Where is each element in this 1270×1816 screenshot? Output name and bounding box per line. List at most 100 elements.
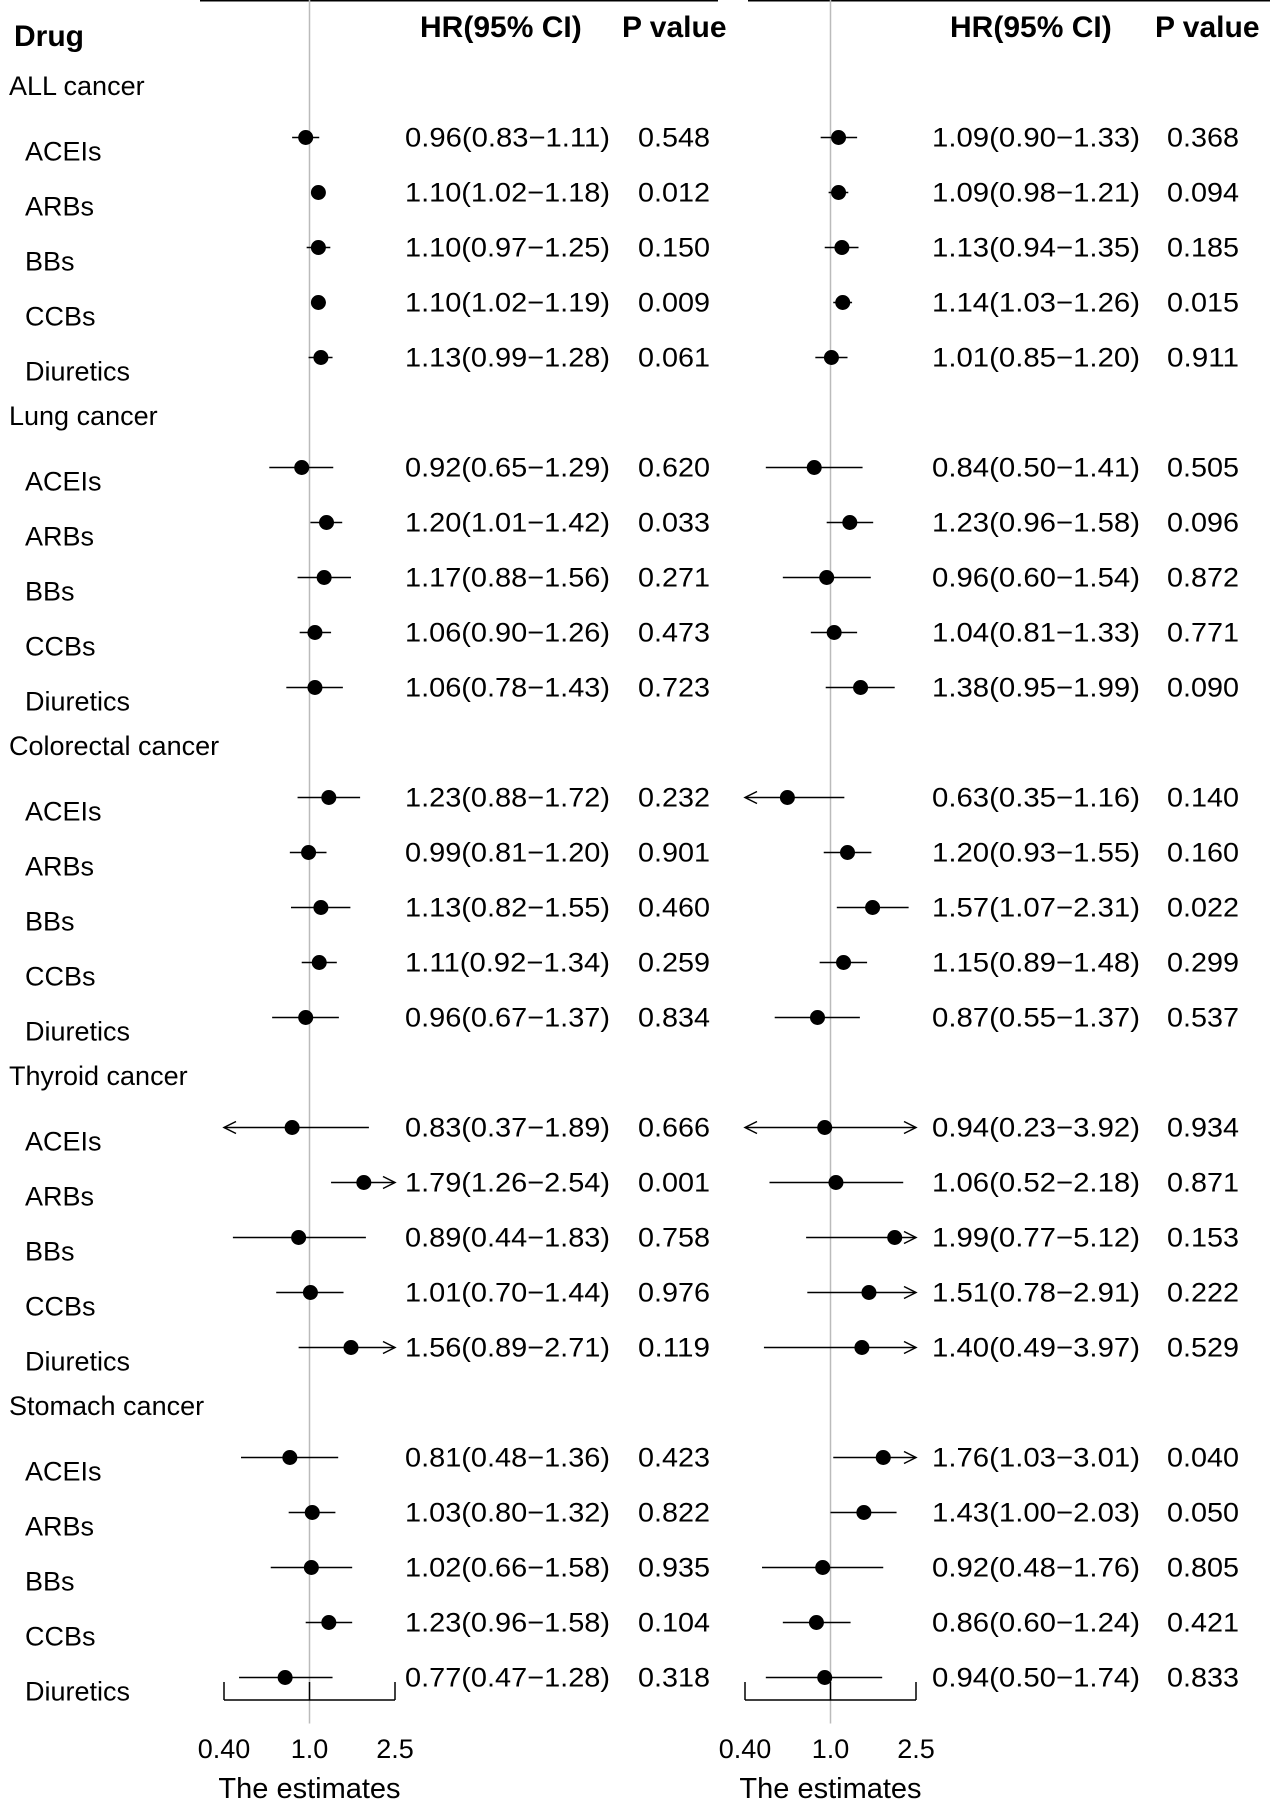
forest-row: Diuretics 0.96(0.67−1.37) 0.834 0.87(0.55−1… bbox=[25, 1003, 1239, 1047]
hr-ci-label: 1.17(0.88−1.56) bbox=[405, 563, 610, 593]
hr-ci-label: 0.92(0.65−1.29) bbox=[405, 453, 610, 483]
p-value-label: 0.805 bbox=[1167, 1553, 1239, 1583]
forest-row: CCBs 1.23(0.96−1.58) 0.104 0.86(0.60−1.24) 0… bbox=[25, 1608, 1239, 1652]
p-value-label: 0.096 bbox=[1167, 508, 1239, 538]
drug-label: Diuretics bbox=[25, 1347, 130, 1377]
hr-point bbox=[298, 1010, 314, 1025]
hr-point bbox=[321, 790, 337, 805]
p-value-label: 0.299 bbox=[1167, 948, 1239, 978]
drug-label: CCBs bbox=[25, 632, 96, 662]
forest-row: ACEIs 1.23(0.88−1.72) 0.232 0.63(0.35−1.16)… bbox=[25, 783, 1239, 827]
ci-arrow-left bbox=[743, 790, 758, 805]
header-drug: Drug bbox=[14, 20, 84, 53]
hr-point bbox=[313, 350, 329, 365]
hr-point bbox=[321, 1615, 337, 1630]
hr-ci-label: 1.06(0.52−2.18) bbox=[932, 1168, 1140, 1198]
p-value-label: 0.976 bbox=[638, 1278, 710, 1308]
hr-point bbox=[277, 1670, 293, 1685]
hr-ci-label: 0.94(0.23−3.92) bbox=[932, 1113, 1140, 1143]
drug-label: CCBs bbox=[25, 302, 96, 332]
group-label: Colorectal cancer bbox=[9, 731, 219, 761]
header-hr-left: HR(95% CI) bbox=[420, 11, 582, 44]
forest-row: Diuretics 1.06(0.78−1.43) 0.723 1.38(0.95−1… bbox=[25, 673, 1239, 717]
group-label: ALL cancer bbox=[9, 71, 145, 101]
hr-point bbox=[319, 515, 335, 530]
x-axis-right: 0.40 1.0 2.5 The estimates bbox=[719, 1682, 935, 1805]
hr-ci-label: 0.92(0.48−1.76) bbox=[932, 1553, 1140, 1583]
p-value-label: 0.001 bbox=[638, 1168, 710, 1198]
hr-ci-label: 1.38(0.95−1.99) bbox=[932, 673, 1140, 703]
tick-label: 0.40 bbox=[198, 1734, 251, 1764]
p-value-label: 0.666 bbox=[638, 1113, 710, 1143]
hr-ci-label: 1.43(1.00−2.03) bbox=[932, 1498, 1140, 1528]
p-value-label: 0.150 bbox=[638, 233, 710, 263]
p-value-label: 0.050 bbox=[1167, 1498, 1239, 1528]
drug-label: CCBs bbox=[25, 1622, 96, 1652]
hr-point bbox=[826, 625, 842, 640]
hr-point bbox=[294, 460, 310, 475]
ci-arrow-right bbox=[903, 1285, 918, 1300]
drug-label: ARBs bbox=[25, 1512, 94, 1542]
hr-point bbox=[875, 1450, 891, 1465]
hr-point bbox=[836, 955, 852, 970]
hr-ci-label: 1.57(1.07−2.31) bbox=[932, 893, 1140, 923]
p-value-label: 0.033 bbox=[638, 508, 710, 538]
ci-arrow-right bbox=[903, 1450, 918, 1465]
hr-ci-label: 1.23(0.88−1.72) bbox=[405, 783, 610, 813]
hr-point bbox=[831, 185, 847, 200]
tick-label: 1.0 bbox=[291, 1734, 329, 1764]
group-label: Lung cancer bbox=[9, 401, 158, 431]
p-value-label: 0.872 bbox=[1167, 563, 1239, 593]
hr-ci-label: 1.09(0.98−1.21) bbox=[932, 178, 1140, 208]
p-value-label: 0.423 bbox=[638, 1443, 710, 1473]
group-label: Stomach cancer bbox=[9, 1391, 204, 1421]
hr-ci-label: 1.10(0.97−1.25) bbox=[405, 233, 610, 263]
p-value-label: 0.834 bbox=[638, 1003, 710, 1033]
p-value-label: 0.758 bbox=[638, 1223, 710, 1253]
p-value-label: 0.222 bbox=[1167, 1278, 1239, 1308]
hr-ci-label: 0.87(0.55−1.37) bbox=[932, 1003, 1140, 1033]
p-value-label: 0.473 bbox=[638, 618, 710, 648]
drug-label: ACEIs bbox=[25, 467, 102, 497]
drug-label: BBs bbox=[25, 907, 75, 937]
tick-label: 0.40 bbox=[719, 1734, 772, 1764]
hr-point bbox=[815, 1560, 831, 1575]
hr-point bbox=[854, 1340, 870, 1355]
drug-label: BBs bbox=[25, 1567, 75, 1597]
hr-point bbox=[806, 460, 822, 475]
hr-point bbox=[310, 185, 326, 200]
forest-row: BBs 1.17(0.88−1.56) 0.271 0.96(0.60−1.54) 0.… bbox=[25, 563, 1239, 607]
group: Colorectal cancer ACEIs 1.23(0.88−1.72) 0.2… bbox=[9, 731, 1239, 1047]
p-value-label: 0.271 bbox=[638, 563, 710, 593]
hr-ci-label: 1.79(1.26−2.54) bbox=[405, 1168, 610, 1198]
hr-point bbox=[311, 955, 327, 970]
hr-point bbox=[298, 130, 314, 145]
hr-ci-label: 0.81(0.48−1.36) bbox=[405, 1443, 610, 1473]
p-value-label: 0.871 bbox=[1167, 1168, 1239, 1198]
forest-row: ARBs 1.79(1.26−2.54) 0.001 1.06(0.52−2.18) 0… bbox=[25, 1168, 1239, 1212]
p-value-label: 0.119 bbox=[638, 1333, 710, 1363]
hr-ci-label: 1.11(0.92−1.34) bbox=[405, 948, 610, 978]
x-axes: 0.40 1.0 2.5 The estimates 0.40 1.0 2.5 The est… bbox=[198, 1682, 935, 1805]
forest-row: Diuretics 1.13(0.99−1.28) 0.061 1.01(0.85−1… bbox=[25, 343, 1239, 387]
p-value-label: 0.548 bbox=[638, 123, 710, 153]
hr-point bbox=[307, 625, 323, 640]
hr-point bbox=[301, 845, 317, 860]
header-p-right: P value bbox=[1155, 11, 1260, 44]
x-axis-label: The estimates bbox=[218, 1773, 400, 1805]
hr-point bbox=[831, 130, 847, 145]
hr-ci-label: 0.96(0.83−1.11) bbox=[405, 123, 610, 153]
hr-point bbox=[856, 1505, 872, 1520]
p-value-label: 0.934 bbox=[1167, 1113, 1239, 1143]
hr-point bbox=[835, 295, 851, 310]
hr-ci-label: 0.89(0.44−1.83) bbox=[405, 1223, 610, 1253]
hr-ci-label: 1.20(1.01−1.42) bbox=[405, 508, 610, 538]
drug-label: Diuretics bbox=[25, 687, 130, 717]
p-value-label: 0.421 bbox=[1167, 1608, 1239, 1638]
header: Drug HR(95% CI) P value HR(95% CI) P val… bbox=[14, 0, 1270, 53]
p-value-label: 0.935 bbox=[638, 1553, 710, 1583]
hr-ci-label: 0.77(0.47−1.28) bbox=[405, 1663, 610, 1693]
drug-label: ACEIs bbox=[25, 1457, 102, 1487]
hr-point bbox=[808, 1615, 824, 1630]
